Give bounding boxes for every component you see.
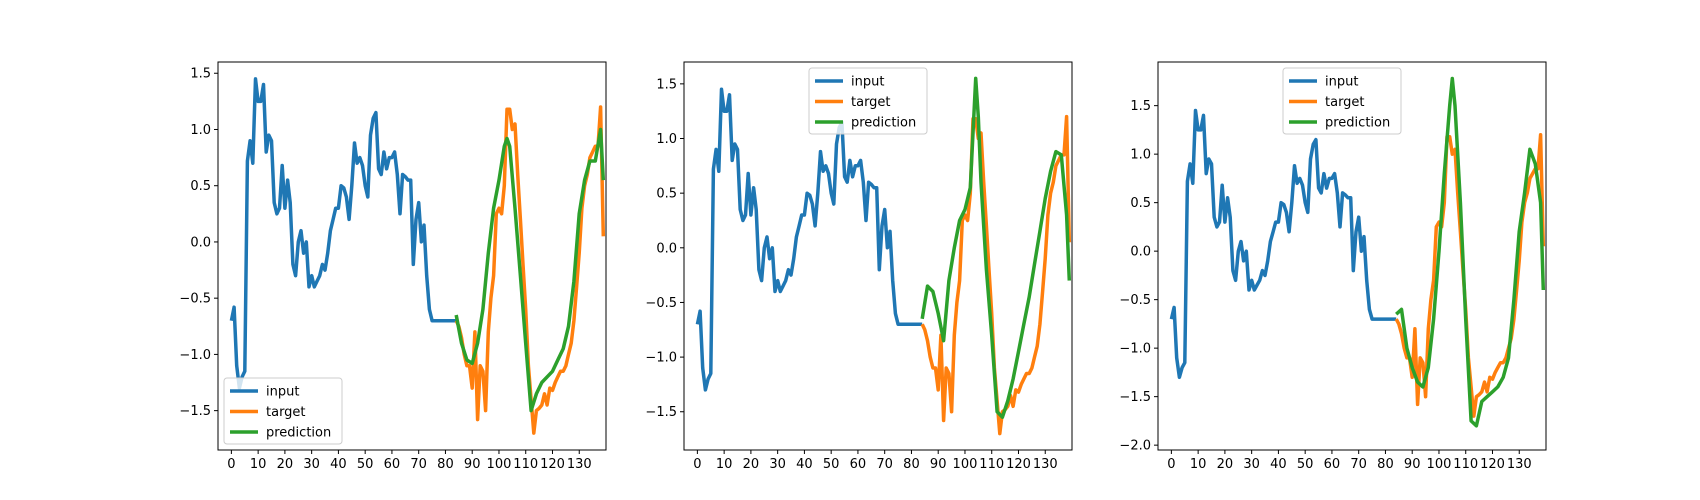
x-tick-label: 80 xyxy=(437,457,454,472)
x-tick-label: 70 xyxy=(1350,457,1367,472)
x-tick-label: 20 xyxy=(1217,457,1234,472)
y-tick-label: 1.0 xyxy=(1130,148,1151,163)
x-tick-label: 100 xyxy=(1427,457,1452,472)
x-tick-label: 120 xyxy=(540,457,565,472)
x-tick-label: 10 xyxy=(1190,457,1207,472)
x-tick-label: 40 xyxy=(1270,457,1287,472)
legend-label-prediction: prediction xyxy=(1325,116,1390,131)
y-tick-label: 1.5 xyxy=(190,67,211,82)
x-tick-label: 130 xyxy=(567,457,592,472)
y-tick-label: 0.5 xyxy=(1130,196,1151,211)
x-tick-label: 10 xyxy=(250,457,267,472)
legend-label-target: target xyxy=(1325,95,1365,110)
x-tick-label: 50 xyxy=(1297,457,1314,472)
x-tick-label: 60 xyxy=(384,457,401,472)
y-tick-label: 1.5 xyxy=(656,77,677,92)
x-tick-label: 90 xyxy=(930,457,947,472)
y-tick-label: −1.5 xyxy=(1119,390,1151,405)
x-tick-label: 30 xyxy=(303,457,320,472)
y-tick-label: −2.0 xyxy=(1119,439,1151,454)
y-tick-label: −1.0 xyxy=(179,348,211,363)
series-input-line-1 xyxy=(229,77,457,390)
x-tick-label: 90 xyxy=(1404,457,1421,472)
y-tick-label: 0.5 xyxy=(190,179,211,194)
x-tick-label: 130 xyxy=(1507,457,1532,472)
legend-frame xyxy=(808,67,928,135)
subplot-1: 0 10 20 30 40 50 60 70 80 90 100 110 120 130 −1.5 −1.0 −… xyxy=(179,61,607,472)
series-input-line-2 xyxy=(695,87,923,392)
x-tick-label: 0 xyxy=(227,457,235,472)
y-tick-label: −0.5 xyxy=(1119,293,1151,308)
x-tick-label: 110 xyxy=(513,457,538,472)
x-tick-label: 120 xyxy=(1006,457,1031,472)
x-tick-label: 70 xyxy=(876,457,893,472)
x-tick-label: 80 xyxy=(903,457,920,472)
y-tick-label: 1.0 xyxy=(190,123,211,138)
x-tick-label: 100 xyxy=(487,457,512,472)
legend-label-prediction: prediction xyxy=(851,116,916,131)
legend-label-prediction: prediction xyxy=(266,426,331,441)
y-tick-label: −1.5 xyxy=(645,405,677,420)
y-tick-label: −1.5 xyxy=(179,404,211,419)
y-tick-label: 1.0 xyxy=(656,132,677,147)
legend-frame xyxy=(223,377,343,445)
x-tick-label: 70 xyxy=(410,457,427,472)
legend-label-input: input xyxy=(1325,75,1358,90)
x-tick-label: 40 xyxy=(796,457,813,472)
y-tick-label: 0.0 xyxy=(656,241,677,256)
x-tick-label: 30 xyxy=(769,457,786,472)
x-tick-label: 130 xyxy=(1033,457,1058,472)
legend-frame xyxy=(1282,67,1402,135)
legend-3: input target prediction xyxy=(1282,67,1402,135)
x-tick-label: 40 xyxy=(330,457,347,472)
legend-label-target: target xyxy=(266,405,306,420)
x-tick-label: 30 xyxy=(1243,457,1260,472)
subplot-3: 0 10 20 30 40 50 60 70 80 90 100 110 120 130 −2.0 −1.5 −… xyxy=(1119,61,1547,472)
legend-label-input: input xyxy=(266,385,299,400)
x-tick-label: 100 xyxy=(953,457,978,472)
series-prediction-line-3 xyxy=(1395,76,1546,428)
y-tick-label: 1.5 xyxy=(1130,99,1151,114)
x-tick-label: 0 xyxy=(693,457,701,472)
x-tick-label: 120 xyxy=(1480,457,1505,472)
y-tick-label: 0.0 xyxy=(190,235,211,250)
y-tick-label: −0.5 xyxy=(645,296,677,311)
series-input-line-3 xyxy=(1169,108,1397,380)
y-tick-label: 0.0 xyxy=(1130,245,1151,260)
x-tick-label: 20 xyxy=(277,457,294,472)
x-tick-label: 50 xyxy=(823,457,840,472)
x-tick-label: 110 xyxy=(979,457,1004,472)
x-tick-label: 60 xyxy=(1324,457,1341,472)
y-tick-label: 0.5 xyxy=(656,187,677,202)
legend-label-target: target xyxy=(851,95,891,110)
y-tick-label: −1.0 xyxy=(1119,342,1151,357)
x-tick-label: 20 xyxy=(743,457,760,472)
x-tick-label: 0 xyxy=(1167,457,1175,472)
x-tick-label: 90 xyxy=(464,457,481,472)
legend-2: input target prediction xyxy=(808,67,928,135)
x-tick-label: 80 xyxy=(1377,457,1394,472)
legend-label-input: input xyxy=(851,75,884,90)
legend-1: input target prediction xyxy=(223,377,343,445)
series-prediction-line-2 xyxy=(920,76,1072,419)
x-tick-label: 60 xyxy=(850,457,867,472)
subplot-2: 0 10 20 30 40 50 60 70 80 90 100 110 120 130 −1.5 −1.0 −… xyxy=(645,61,1073,472)
x-tick-label: 110 xyxy=(1453,457,1478,472)
y-tick-label: −0.5 xyxy=(179,292,211,307)
y-tick-label: −1.0 xyxy=(645,351,677,366)
series-prediction-line-1 xyxy=(454,127,606,413)
x-tick-label: 10 xyxy=(716,457,733,472)
x-tick-label: 50 xyxy=(357,457,374,472)
